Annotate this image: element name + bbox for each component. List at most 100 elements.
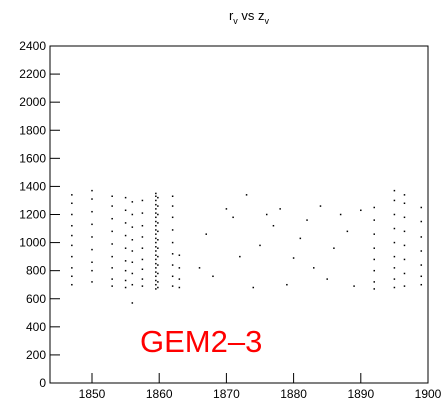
point: [157, 286, 159, 289]
point: [171, 216, 174, 219]
point: [157, 196, 159, 199]
point: [124, 269, 127, 272]
point: [131, 239, 134, 241]
point: [239, 255, 241, 258]
x-tick-label: 1870: [213, 387, 240, 401]
point: [393, 227, 396, 230]
point: [420, 250, 423, 252]
point: [91, 261, 93, 263]
point: [157, 272, 159, 275]
point: [205, 233, 207, 235]
point: [326, 278, 328, 280]
y-tick-label: 0: [39, 376, 46, 390]
point: [225, 208, 228, 210]
point: [373, 219, 375, 221]
point: [141, 258, 144, 261]
y-tick-label: 2000: [19, 95, 46, 109]
point: [393, 267, 396, 269]
point: [141, 268, 144, 271]
point: [178, 267, 181, 269]
point: [259, 244, 261, 247]
point: [245, 194, 248, 196]
point: [155, 229, 157, 231]
point: [403, 194, 406, 196]
point: [131, 272, 134, 275]
point: [420, 220, 423, 223]
y-tick-label: 2200: [19, 67, 46, 81]
point: [420, 236, 423, 238]
point: [393, 278, 396, 280]
point: [212, 275, 214, 278]
point: [131, 201, 134, 203]
point: [198, 267, 201, 269]
point: [393, 189, 396, 192]
y-tick-label: 1200: [19, 208, 46, 222]
point: [155, 271, 157, 273]
point: [171, 229, 174, 231]
point: [111, 230, 113, 233]
point: [131, 226, 134, 228]
point: [91, 236, 93, 238]
point: [252, 286, 255, 289]
point: [141, 285, 144, 287]
point: [71, 244, 73, 247]
point: [155, 192, 157, 195]
point: [373, 247, 375, 249]
point: [124, 209, 127, 212]
point: [155, 237, 157, 240]
point: [403, 216, 406, 219]
point: [155, 233, 157, 235]
point: [155, 279, 157, 282]
point: [292, 257, 295, 259]
x-tick-label: 1850: [79, 387, 106, 401]
point: [171, 253, 174, 255]
point: [157, 255, 159, 258]
point: [178, 254, 181, 256]
point: [111, 205, 113, 207]
point: [403, 285, 406, 287]
point: [403, 230, 406, 233]
point: [155, 208, 157, 210]
point: [141, 236, 144, 238]
point: [155, 283, 157, 286]
point: [393, 213, 396, 216]
point: [124, 286, 127, 289]
point: [373, 288, 375, 290]
point: [373, 269, 375, 272]
point: [111, 278, 113, 280]
y-tick-label: 800: [26, 264, 46, 278]
point: [91, 198, 93, 200]
point: [124, 279, 127, 282]
point: [91, 269, 93, 272]
y-tick-label: 1600: [19, 151, 46, 165]
point: [155, 258, 157, 261]
point: [157, 230, 159, 233]
point: [393, 241, 396, 244]
point: [157, 239, 159, 241]
point: [299, 237, 302, 240]
title-part: v: [233, 16, 238, 26]
point: [71, 255, 73, 258]
point: [141, 212, 144, 214]
point: [155, 246, 157, 248]
point: [393, 286, 396, 289]
annotation: GEM2–3: [140, 324, 262, 359]
point: [353, 285, 355, 287]
point: [279, 208, 281, 210]
point: [155, 288, 157, 290]
point: [124, 222, 127, 224]
point: [91, 189, 93, 192]
point: [272, 224, 275, 227]
point: [71, 234, 73, 237]
point: [155, 262, 157, 265]
y-tick-label: 400: [26, 320, 46, 334]
point: [373, 233, 375, 235]
point: [339, 213, 342, 216]
point: [155, 250, 157, 252]
point: [155, 267, 157, 269]
point: [131, 283, 134, 286]
point: [91, 281, 93, 283]
point: [171, 205, 174, 207]
point: [403, 202, 406, 205]
